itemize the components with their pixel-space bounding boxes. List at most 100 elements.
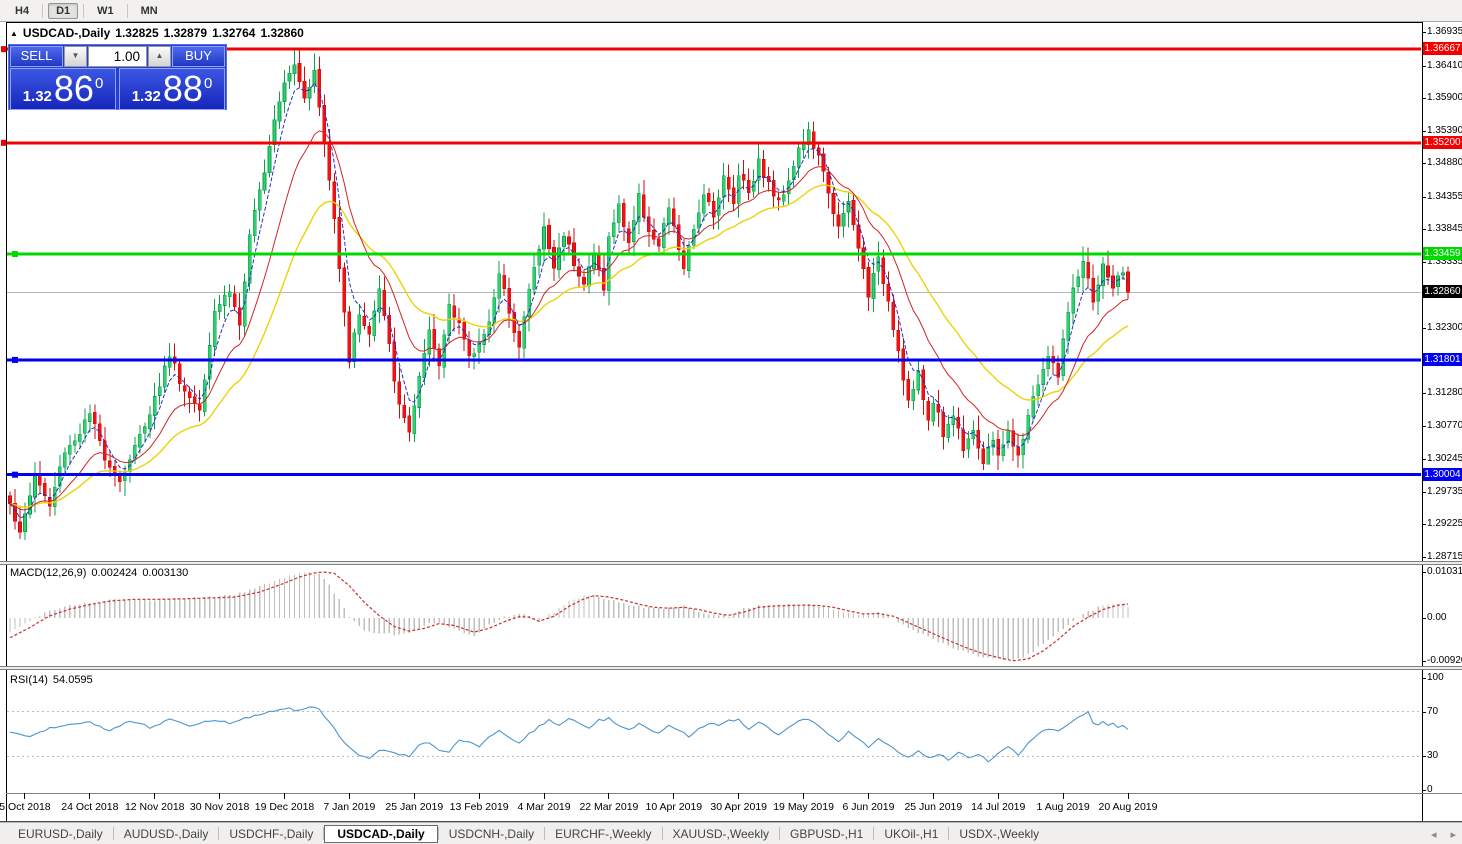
tab-separator — [544, 827, 546, 840]
tab-separator — [323, 827, 325, 840]
date-label: 6 Jun 2019 — [842, 801, 895, 813]
macd-pane-separator[interactable] — [0, 561, 1462, 565]
price-tick-label: 1.30770 — [1427, 419, 1462, 431]
chart-title: ▲ USDCAD-,Daily 1.32825 1.32879 1.32764 … — [10, 26, 304, 40]
level-anchor-handle[interactable] — [12, 471, 18, 478]
date-label: 30 Nov 2018 — [189, 801, 250, 813]
price-axis-line — [1422, 22, 1423, 821]
collapse-triangle-icon[interactable]: ▲ — [10, 28, 18, 38]
timeframe-button-d1[interactable]: D1 — [48, 2, 79, 19]
tabs-scroll-left-icon[interactable]: ◂ — [1430, 828, 1437, 841]
tabs-scroll-right-icon[interactable]: ▸ — [1450, 828, 1456, 841]
date-tick — [867, 793, 869, 799]
date-tick — [997, 793, 999, 799]
date-tick — [413, 793, 415, 799]
rsi-tick-label: 30 — [1427, 750, 1439, 762]
rsi-name: RSI(14) — [10, 674, 48, 686]
price-tick-label: 1.33335 — [1427, 255, 1462, 267]
date-tick — [543, 793, 545, 799]
price-tick-label: 1.34355 — [1427, 190, 1462, 202]
price-chart-canvas[interactable] — [0, 22, 1462, 821]
price-tick-label: 1.33845 — [1427, 223, 1462, 235]
timeframe-button-h4[interactable]: H4 — [15, 4, 30, 17]
toolbar-separator — [42, 3, 44, 18]
price-tick — [1422, 32, 1426, 33]
date-tick — [478, 793, 480, 799]
date-tick — [803, 793, 805, 799]
sell-button[interactable]: SELL — [10, 46, 63, 67]
macd-tick — [1422, 661, 1426, 663]
ohlc-high: 1.32879 — [163, 26, 208, 40]
level-anchor-handle[interactable] — [1, 46, 7, 53]
macd-signal-line — [9, 571, 1129, 662]
price-tick-label: 1.32300 — [1427, 322, 1462, 334]
tab-gbpusd-h1[interactable]: GBPUSD-,H1 — [790, 826, 864, 841]
tab-usdx-weekly[interactable]: USDX-,Weekly — [959, 826, 1040, 841]
macd-tick-label: 0.00 — [1427, 612, 1447, 623]
macd-indicator — [9, 571, 1129, 662]
level-anchor-handle[interactable] — [1, 139, 7, 146]
tab-separator — [661, 827, 663, 840]
date-label: 22 Mar 2019 — [579, 801, 639, 813]
level-anchor-handle[interactable] — [12, 251, 18, 258]
date-tick — [348, 793, 350, 799]
ohlc-open: 1.32825 — [115, 26, 159, 40]
price-tick — [1422, 130, 1426, 132]
one-click-trading-panel: SELL ▼ 1.00 ▲ BUY 1.32 86 0 1.32 88 0 — [8, 44, 227, 110]
slow-ma-line — [9, 184, 1129, 508]
volume-increase-button[interactable]: ▲ — [148, 46, 171, 67]
fast-ma-line — [9, 82, 1129, 519]
date-label: 30 Apr 2019 — [710, 801, 768, 813]
date-tick — [608, 793, 610, 799]
tab-audusd-daily[interactable]: AUDUSD-,Daily — [123, 826, 209, 841]
price-tick — [1422, 557, 1426, 558]
price-tick — [1422, 261, 1426, 263]
price-tick — [1422, 524, 1426, 526]
tab-xauusd-weekly[interactable]: XAUUSD-,Weekly — [672, 826, 769, 841]
volume-input[interactable]: 1.00 — [88, 46, 147, 67]
tab-usdchf-daily[interactable]: USDCHF-,Daily — [229, 826, 314, 841]
tab-eurusd-daily[interactable]: EURUSD-,Daily — [18, 826, 103, 841]
macd-tick-label: -0.009203 — [1427, 655, 1462, 667]
timeframe-button-w1[interactable]: W1 — [97, 4, 114, 17]
date-tick — [24, 793, 26, 799]
sell-price-display[interactable]: 1.32 86 0 — [10, 68, 116, 110]
price-tick — [1422, 491, 1426, 493]
tab-usdcnh-daily[interactable]: USDCNH-,Daily — [448, 826, 535, 841]
tab-eurchf-weekly[interactable]: EURCHF-,Weekly — [555, 826, 652, 841]
price-tick — [1422, 328, 1426, 330]
date-label: 5 Oct 2018 — [0, 801, 51, 813]
chart-tab-bar: EURUSD-,Daily AUDUSD-,Daily USDCHF-,Daily U… — [0, 822, 1462, 844]
tab-separator — [948, 827, 950, 840]
timeframe-button-mn[interactable]: MN — [140, 4, 158, 17]
toolbar-separator — [126, 3, 128, 18]
date-tick — [154, 793, 156, 799]
tab-ukoil-h1[interactable]: UKOil-,H1 — [884, 826, 939, 841]
medium-ma-line — [9, 130, 1129, 511]
rsi-pane-separator[interactable] — [0, 666, 1462, 670]
price-tick-label: 1.31280 — [1427, 387, 1462, 399]
price-tick — [1422, 163, 1426, 165]
volume-decrease-button[interactable]: ▼ — [64, 46, 87, 67]
rsi-tick — [1422, 790, 1426, 791]
macd-tick — [1422, 618, 1426, 619]
sell-price-pip-digit: 0 — [94, 75, 104, 92]
macd-tick-label: 0.010311 — [1427, 566, 1462, 577]
rsi-tick — [1422, 711, 1426, 713]
tab-usdcad-daily[interactable]: USDCAD-,Daily — [324, 824, 438, 843]
level-price-badge: 1.35200 — [1423, 135, 1462, 149]
price-tick — [1422, 196, 1426, 198]
price-tick — [1422, 459, 1426, 461]
level-price-badge: 1.30004 — [1423, 467, 1462, 481]
macd-value: 0.002424 — [91, 567, 138, 579]
buy-button[interactable]: BUY — [172, 46, 225, 67]
current-price-badge: 1.32860 — [1423, 285, 1462, 299]
level-anchor-handle[interactable] — [12, 356, 18, 363]
buy-price-display[interactable]: 1.32 88 0 — [119, 68, 225, 110]
rsi-tick — [1422, 756, 1426, 758]
level-price-badge: 1.36667 — [1423, 42, 1462, 56]
rsi-tick-label: 100 — [1427, 672, 1444, 683]
sell-price-prefix: 1.32 — [22, 88, 52, 105]
date-label: 4 Mar 2019 — [517, 801, 571, 813]
date-label: 25 Jan 2019 — [385, 801, 444, 813]
